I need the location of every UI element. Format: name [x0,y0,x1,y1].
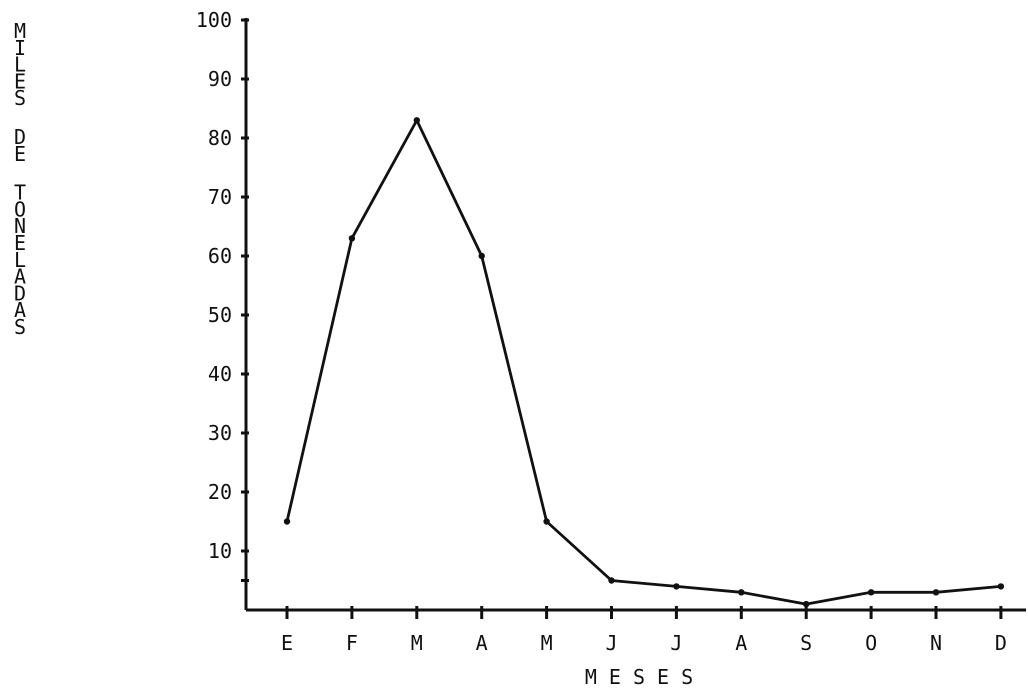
y-tick-label: 50 [208,303,232,327]
x-tick-label: M [411,631,423,655]
x-tick-label: S [800,631,812,655]
series-line [285,118,1002,606]
y-tick-label: 60 [208,244,232,268]
data-series [283,117,1005,608]
data-point [348,235,356,242]
y-tick-label: 100 [196,8,232,32]
data-point [673,583,680,590]
y-tick-label: 40 [208,362,232,386]
x-axis-title: M E S E S [585,665,693,689]
data-point [478,252,485,260]
data-point [932,589,940,596]
x-tick-label: J [670,631,682,655]
x-tick-label: N [930,631,942,655]
x-tick-label: O [865,631,877,655]
x-tick-label: E [281,631,293,655]
y-tick-label: 20 [208,480,232,504]
x-tick-label: D [995,631,1007,655]
data-point [608,577,615,584]
x-tick-label: J [605,631,617,655]
data-point [283,518,291,525]
data-point [543,518,550,525]
y-tick-label: 30 [208,421,232,445]
y-tick-label: 10 [208,539,232,563]
data-point [803,600,810,608]
x-tick-label: A [476,631,488,655]
x-tick-label: F [346,631,358,655]
y-tick-label: 90 [208,67,232,91]
x-tick-label: M [541,631,553,655]
y-tick-label: 80 [208,126,232,150]
y-axis-title: M I L E S D E T O N E L A D A S [14,19,26,339]
y-tick-label: 70 [208,185,232,209]
data-point [997,583,1005,590]
data-point [867,589,875,596]
data-point [413,117,420,124]
x-tick-label: A [735,631,747,655]
y-axis: 10 20 30 40 50 60 70 80 90 100 [196,8,249,610]
data-point [738,589,745,596]
